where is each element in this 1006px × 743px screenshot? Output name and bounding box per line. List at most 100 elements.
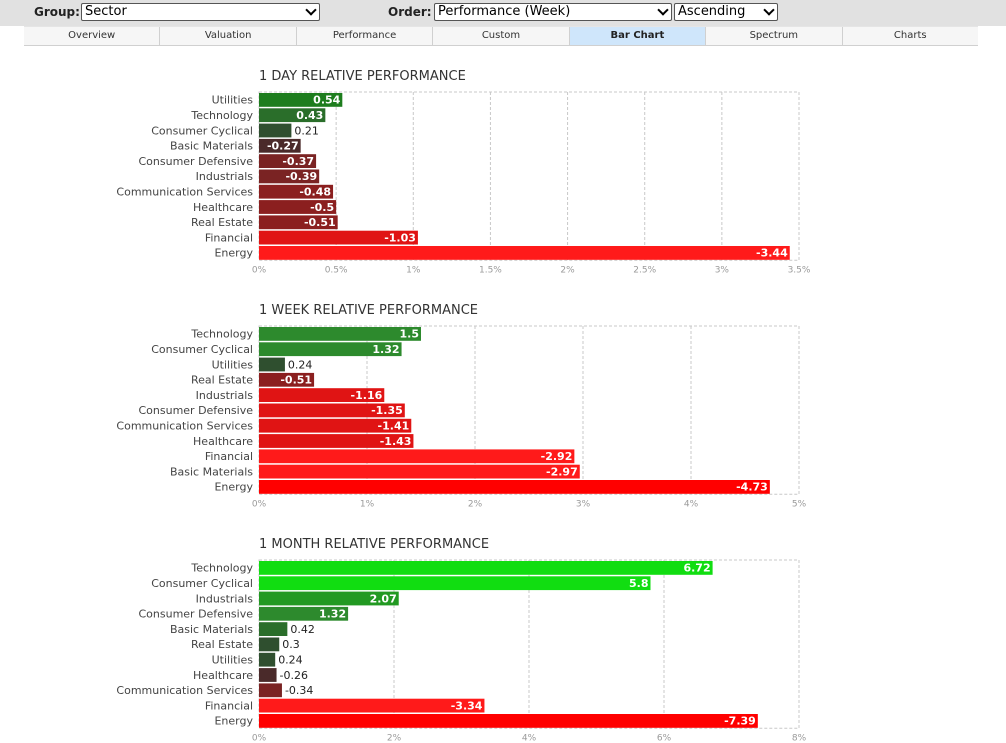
bar-value-label: 6.72 (683, 562, 710, 575)
bar-financial[interactable] (259, 230, 418, 245)
bar-basic-materials[interactable] (259, 138, 301, 153)
x-tick-label: 6% (657, 733, 672, 743)
bar-healthcare[interactable] (259, 668, 277, 682)
bar-industrials[interactable] (259, 169, 320, 184)
bar-financial[interactable] (259, 449, 575, 464)
category-label: Real Estate (191, 374, 253, 387)
group-select[interactable]: Sector (81, 3, 320, 21)
bar-communication-services[interactable] (259, 184, 334, 199)
x-tick-label: 2.5% (633, 265, 656, 275)
category-label: Industrials (196, 389, 254, 402)
chart-1-day-relative-performance: 1 DAY RELATIVE PERFORMANCE 0% 0.5% 1% 1.5% 2%… (116, 69, 810, 275)
group-select-value: Sector (85, 4, 127, 19)
x-tick-label: 1% (360, 499, 375, 509)
tab-performance[interactable]: Performance (297, 27, 434, 45)
bar-basic-materials[interactable] (259, 464, 580, 479)
category-label: Energy (214, 715, 253, 728)
x-tick-label: 3% (576, 499, 591, 509)
chart-1-week-relative-performance: 1 WEEK RELATIVE PERFORMANCE 0% 1% 2% 3% 4% 5% T… (116, 303, 806, 509)
category-label: Healthcare (193, 435, 253, 448)
bar-value-label: 0.24 (278, 653, 303, 666)
bar-energy[interactable] (259, 246, 790, 260)
bar-real-estate[interactable] (259, 372, 315, 387)
bar-utilities[interactable] (259, 652, 276, 667)
bar-value-label: -1.03 (384, 231, 416, 244)
view-tabs: Overview Valuation Performance Custom Ba… (24, 26, 978, 46)
x-tick-label: 4% (684, 499, 699, 509)
category-label: Basic Materials (170, 465, 253, 478)
chart-title: 1 WEEK RELATIVE PERFORMANCE (259, 303, 478, 318)
category-label: Financial (205, 450, 253, 463)
bar-communication-services[interactable] (259, 683, 282, 698)
order-select-value: Performance (Week) (438, 4, 571, 19)
bar-value-label: 0.3 (282, 638, 300, 651)
bar-utilities[interactable] (259, 93, 343, 107)
x-tick-label: 5% (792, 499, 807, 509)
bar-value-label: -0.51 (304, 216, 336, 229)
x-tick-label: 0.5% (325, 265, 348, 275)
bar-basic-materials[interactable] (259, 622, 288, 636)
bar-consumer-defensive[interactable] (259, 606, 349, 621)
category-label: Consumer Cyclical (151, 577, 253, 590)
x-tick-label: 8% (792, 733, 807, 743)
category-label: Communication Services (116, 185, 253, 198)
category-label: Consumer Cyclical (151, 343, 253, 356)
tab-overview[interactable]: Overview (24, 27, 161, 45)
bar-technology[interactable] (259, 327, 421, 341)
category-label: Consumer Cyclical (151, 124, 253, 137)
bar-value-label: -0.27 (267, 140, 299, 153)
tab-bar-chart[interactable]: Bar Chart (569, 27, 707, 45)
bar-value-label: 1.32 (319, 608, 346, 621)
group-label: Group: (34, 5, 80, 19)
bar-energy[interactable] (259, 480, 770, 494)
bar-healthcare[interactable] (259, 200, 337, 214)
bar-technology[interactable] (259, 108, 326, 123)
bar-value-label: 0.21 (294, 124, 319, 137)
bar-financial[interactable] (259, 698, 485, 713)
bar-industrials[interactable] (259, 388, 385, 402)
order-select[interactable]: Performance (Week) (434, 3, 672, 21)
bar-communication-services[interactable] (259, 418, 412, 433)
bar-value-label: -1.43 (380, 435, 412, 448)
direction-select[interactable]: Ascending (674, 3, 778, 21)
bar-value-label: -1.41 (378, 419, 410, 432)
bar-utilities[interactable] (259, 357, 285, 372)
bar-value-label: -2.97 (546, 465, 578, 478)
bar-value-label: -3.34 (451, 699, 483, 712)
bar-healthcare[interactable] (259, 434, 414, 448)
bar-energy[interactable] (259, 714, 758, 728)
category-label: Utilities (212, 653, 254, 666)
category-label: Energy (214, 247, 253, 260)
tab-charts[interactable]: Charts (893, 30, 927, 41)
tab-spectrum[interactable]: Spectrum (706, 27, 843, 45)
bar-consumer-cyclical[interactable] (259, 342, 402, 357)
bar-consumer-cyclical[interactable] (259, 123, 292, 138)
bar-value-label: -0.48 (299, 185, 331, 198)
category-label: Basic Materials (170, 140, 253, 153)
bar-technology[interactable] (259, 561, 713, 575)
tab-custom[interactable]: Custom (433, 27, 570, 45)
tab-valuation[interactable]: Valuation (160, 27, 297, 45)
category-label: Energy (214, 481, 253, 494)
x-tick-label: 3.5% (788, 265, 811, 275)
bar-consumer-cyclical[interactable] (259, 576, 651, 591)
x-tick-label: 2% (560, 265, 575, 275)
category-label: Basic Materials (170, 623, 253, 636)
bar-value-label: 0.42 (290, 623, 315, 636)
bar-real-estate[interactable] (259, 215, 338, 230)
bar-consumer-defensive[interactable] (259, 403, 405, 418)
bar-real-estate[interactable] (259, 637, 280, 652)
category-label: Real Estate (191, 638, 253, 651)
toolbar: Group: Sector Order: Performance (Week) … (0, 0, 1006, 26)
bar-value-label: -7.39 (724, 715, 756, 728)
bar-value-label: -3.44 (756, 247, 788, 260)
direction-select-value: Ascending (678, 4, 746, 19)
x-tick-label: 2% (468, 499, 483, 509)
bar-value-label: -0.37 (282, 155, 314, 168)
bar-consumer-defensive[interactable] (259, 154, 317, 168)
bar-industrials[interactable] (259, 591, 399, 606)
category-label: Industrials (196, 592, 254, 605)
x-tick-label: 0% (252, 733, 267, 743)
x-tick-label: 0% (252, 265, 267, 275)
